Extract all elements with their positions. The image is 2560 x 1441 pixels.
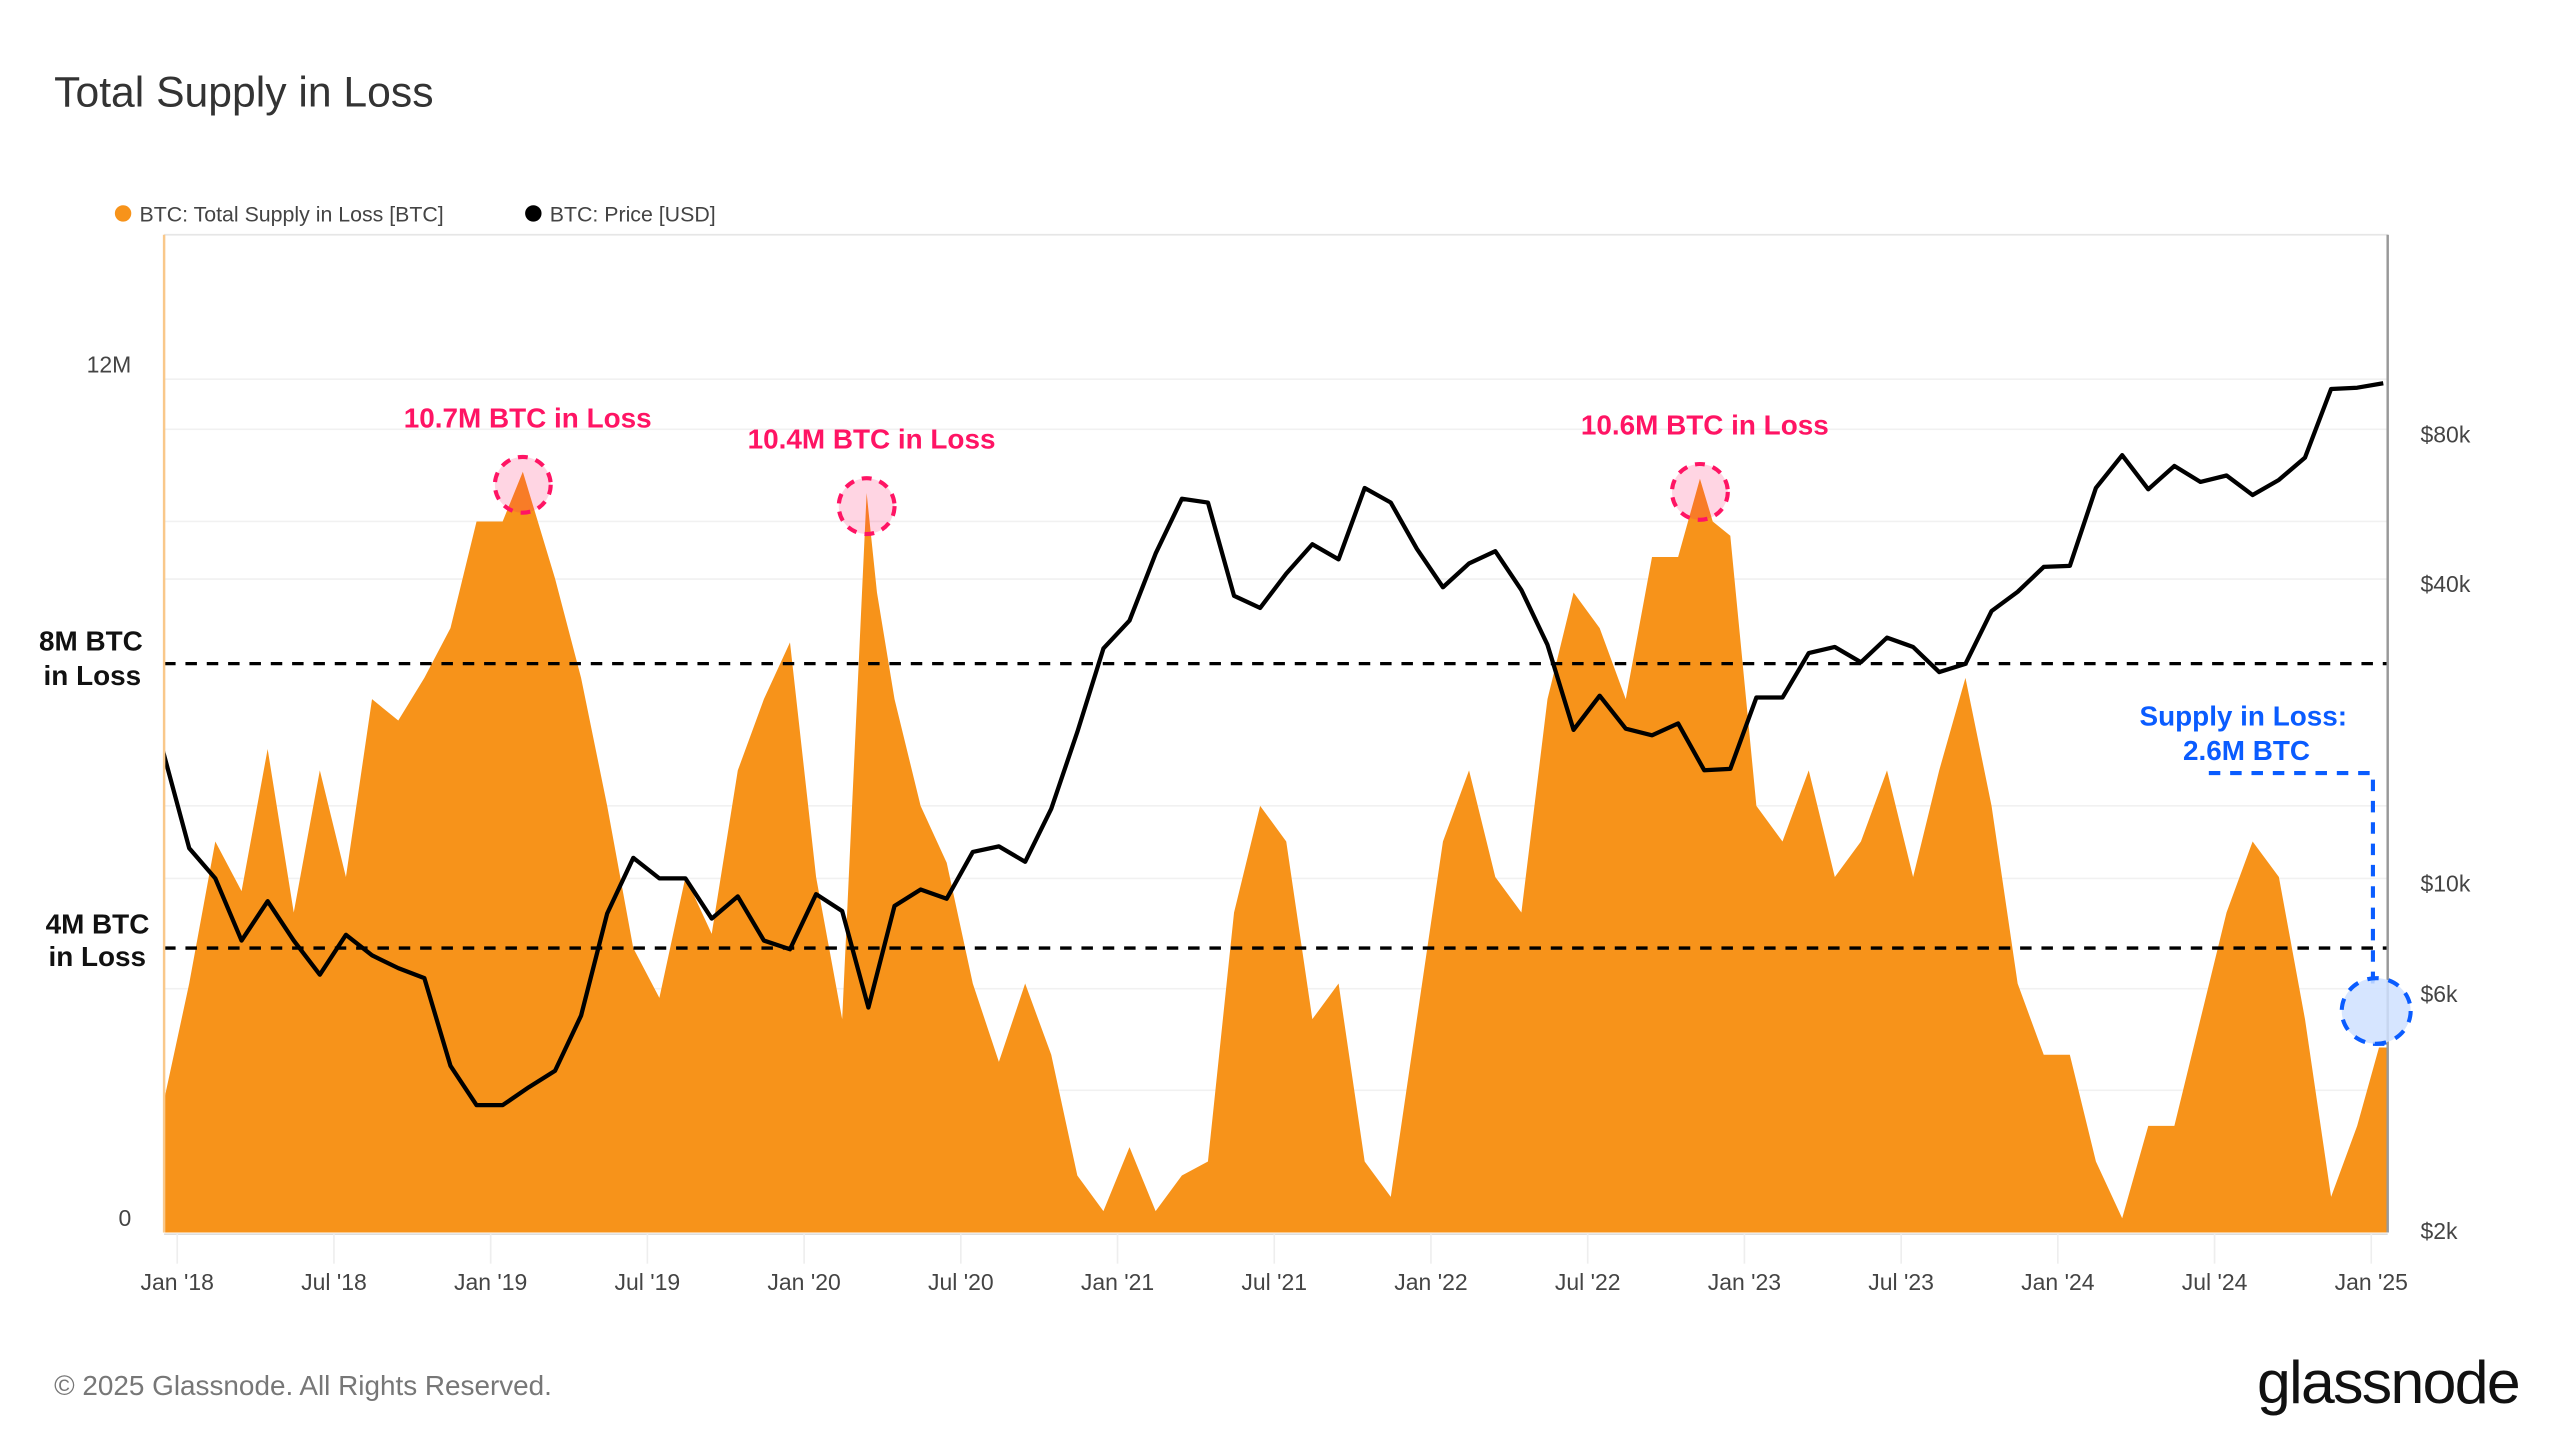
peak-annotation: 10.7M BTC in Loss <box>404 402 652 515</box>
glassnode-logo: glassnode <box>2257 1348 2519 1416</box>
peak-annotations: 10.7M BTC in Loss 10.4M BTC in Loss 10.6… <box>404 402 1829 537</box>
current-marker-circle <box>2339 976 2413 1046</box>
x-tick-label: Jan '23 <box>1708 1269 1781 1295</box>
x-tick-label: Jan '21 <box>1081 1269 1154 1295</box>
x-tick-label: Jul '23 <box>1868 1269 1934 1295</box>
peak-label: 10.4M BTC in Loss <box>748 424 996 455</box>
left-tick-label: 0 <box>119 1205 132 1231</box>
threshold-annotation-8m: 8M BTC in Loss <box>39 626 143 691</box>
threshold-8m-line1: 8M BTC <box>39 626 143 657</box>
peak-annotation: 10.4M BTC in Loss <box>748 424 996 537</box>
right-tick-label: $6k <box>2421 981 2459 1007</box>
legend-dot-supply <box>114 205 132 222</box>
threshold-4m-line2: in Loss <box>48 941 146 972</box>
x-axis-ticks: Jan '18 Jul '18 Jan '19 Jul '19 Jan '20 Jul '… <box>141 1234 2408 1295</box>
legend: BTC: Total Supply in Loss [BTC] BTC: Pri… <box>114 203 716 227</box>
current-label-line2: 2.6M BTC <box>2183 735 2310 766</box>
current-supply-annotation: Supply in Loss: 2.6M BTC <box>2140 700 2413 1046</box>
x-tick-label: Jan '18 <box>141 1269 214 1295</box>
peak-marker-circle <box>492 454 553 515</box>
supply-area <box>164 471 2388 1233</box>
legend-dot-price <box>525 205 542 222</box>
right-tick-label: $10k <box>2421 871 2471 897</box>
threshold-4m-line1: 4M BTC <box>46 908 150 939</box>
right-tick-label: $2k <box>2421 1218 2459 1244</box>
x-tick-label: Jul '24 <box>2182 1269 2248 1295</box>
page-title: Total Supply in Loss <box>54 69 433 117</box>
legend-label-price[interactable]: BTC: Price [USD] <box>550 203 716 227</box>
current-label-line1: Supply in Loss: <box>2140 700 2348 731</box>
peak-label: 10.6M BTC in Loss <box>1581 409 1829 440</box>
x-tick-label: Jul '18 <box>301 1269 367 1295</box>
x-tick-label: Jan '22 <box>1394 1269 1467 1295</box>
peak-annotation: 10.6M BTC in Loss <box>1581 409 1829 522</box>
x-tick-label: Jan '24 <box>2021 1269 2095 1295</box>
x-tick-label: Jul '20 <box>928 1269 994 1295</box>
left-axis-ticks: 12M 0 <box>87 352 132 1231</box>
right-axis-ticks: $80k $40k $10k $6k $2k <box>2421 421 2471 1244</box>
threshold-8m-line2: in Loss <box>44 660 142 691</box>
x-tick-label: Jul '21 <box>1241 1269 1307 1295</box>
right-tick-label: $80k <box>2421 421 2471 447</box>
x-tick-label: Jul '19 <box>615 1269 681 1295</box>
x-tick-label: Jan '20 <box>767 1269 840 1295</box>
price-line <box>164 381 2384 1108</box>
right-tick-label: $40k <box>2421 571 2471 597</box>
copyright-text: © 2025 Glassnode. All Rights Reserved. <box>54 1370 552 1401</box>
threshold-annotation-4m: 4M BTC in Loss <box>46 908 150 972</box>
legend-label-supply[interactable]: BTC: Total Supply in Loss [BTC] <box>139 203 443 227</box>
peak-marker-circle <box>836 476 897 537</box>
left-tick-label: 12M <box>87 352 132 378</box>
peak-marker-circle <box>1669 461 1730 522</box>
peak-label: 10.7M BTC in Loss <box>404 402 652 433</box>
x-tick-label: Jan '19 <box>454 1269 527 1295</box>
x-tick-label: Jan '25 <box>2335 1269 2408 1295</box>
x-tick-label: Jul '22 <box>1555 1269 1621 1295</box>
